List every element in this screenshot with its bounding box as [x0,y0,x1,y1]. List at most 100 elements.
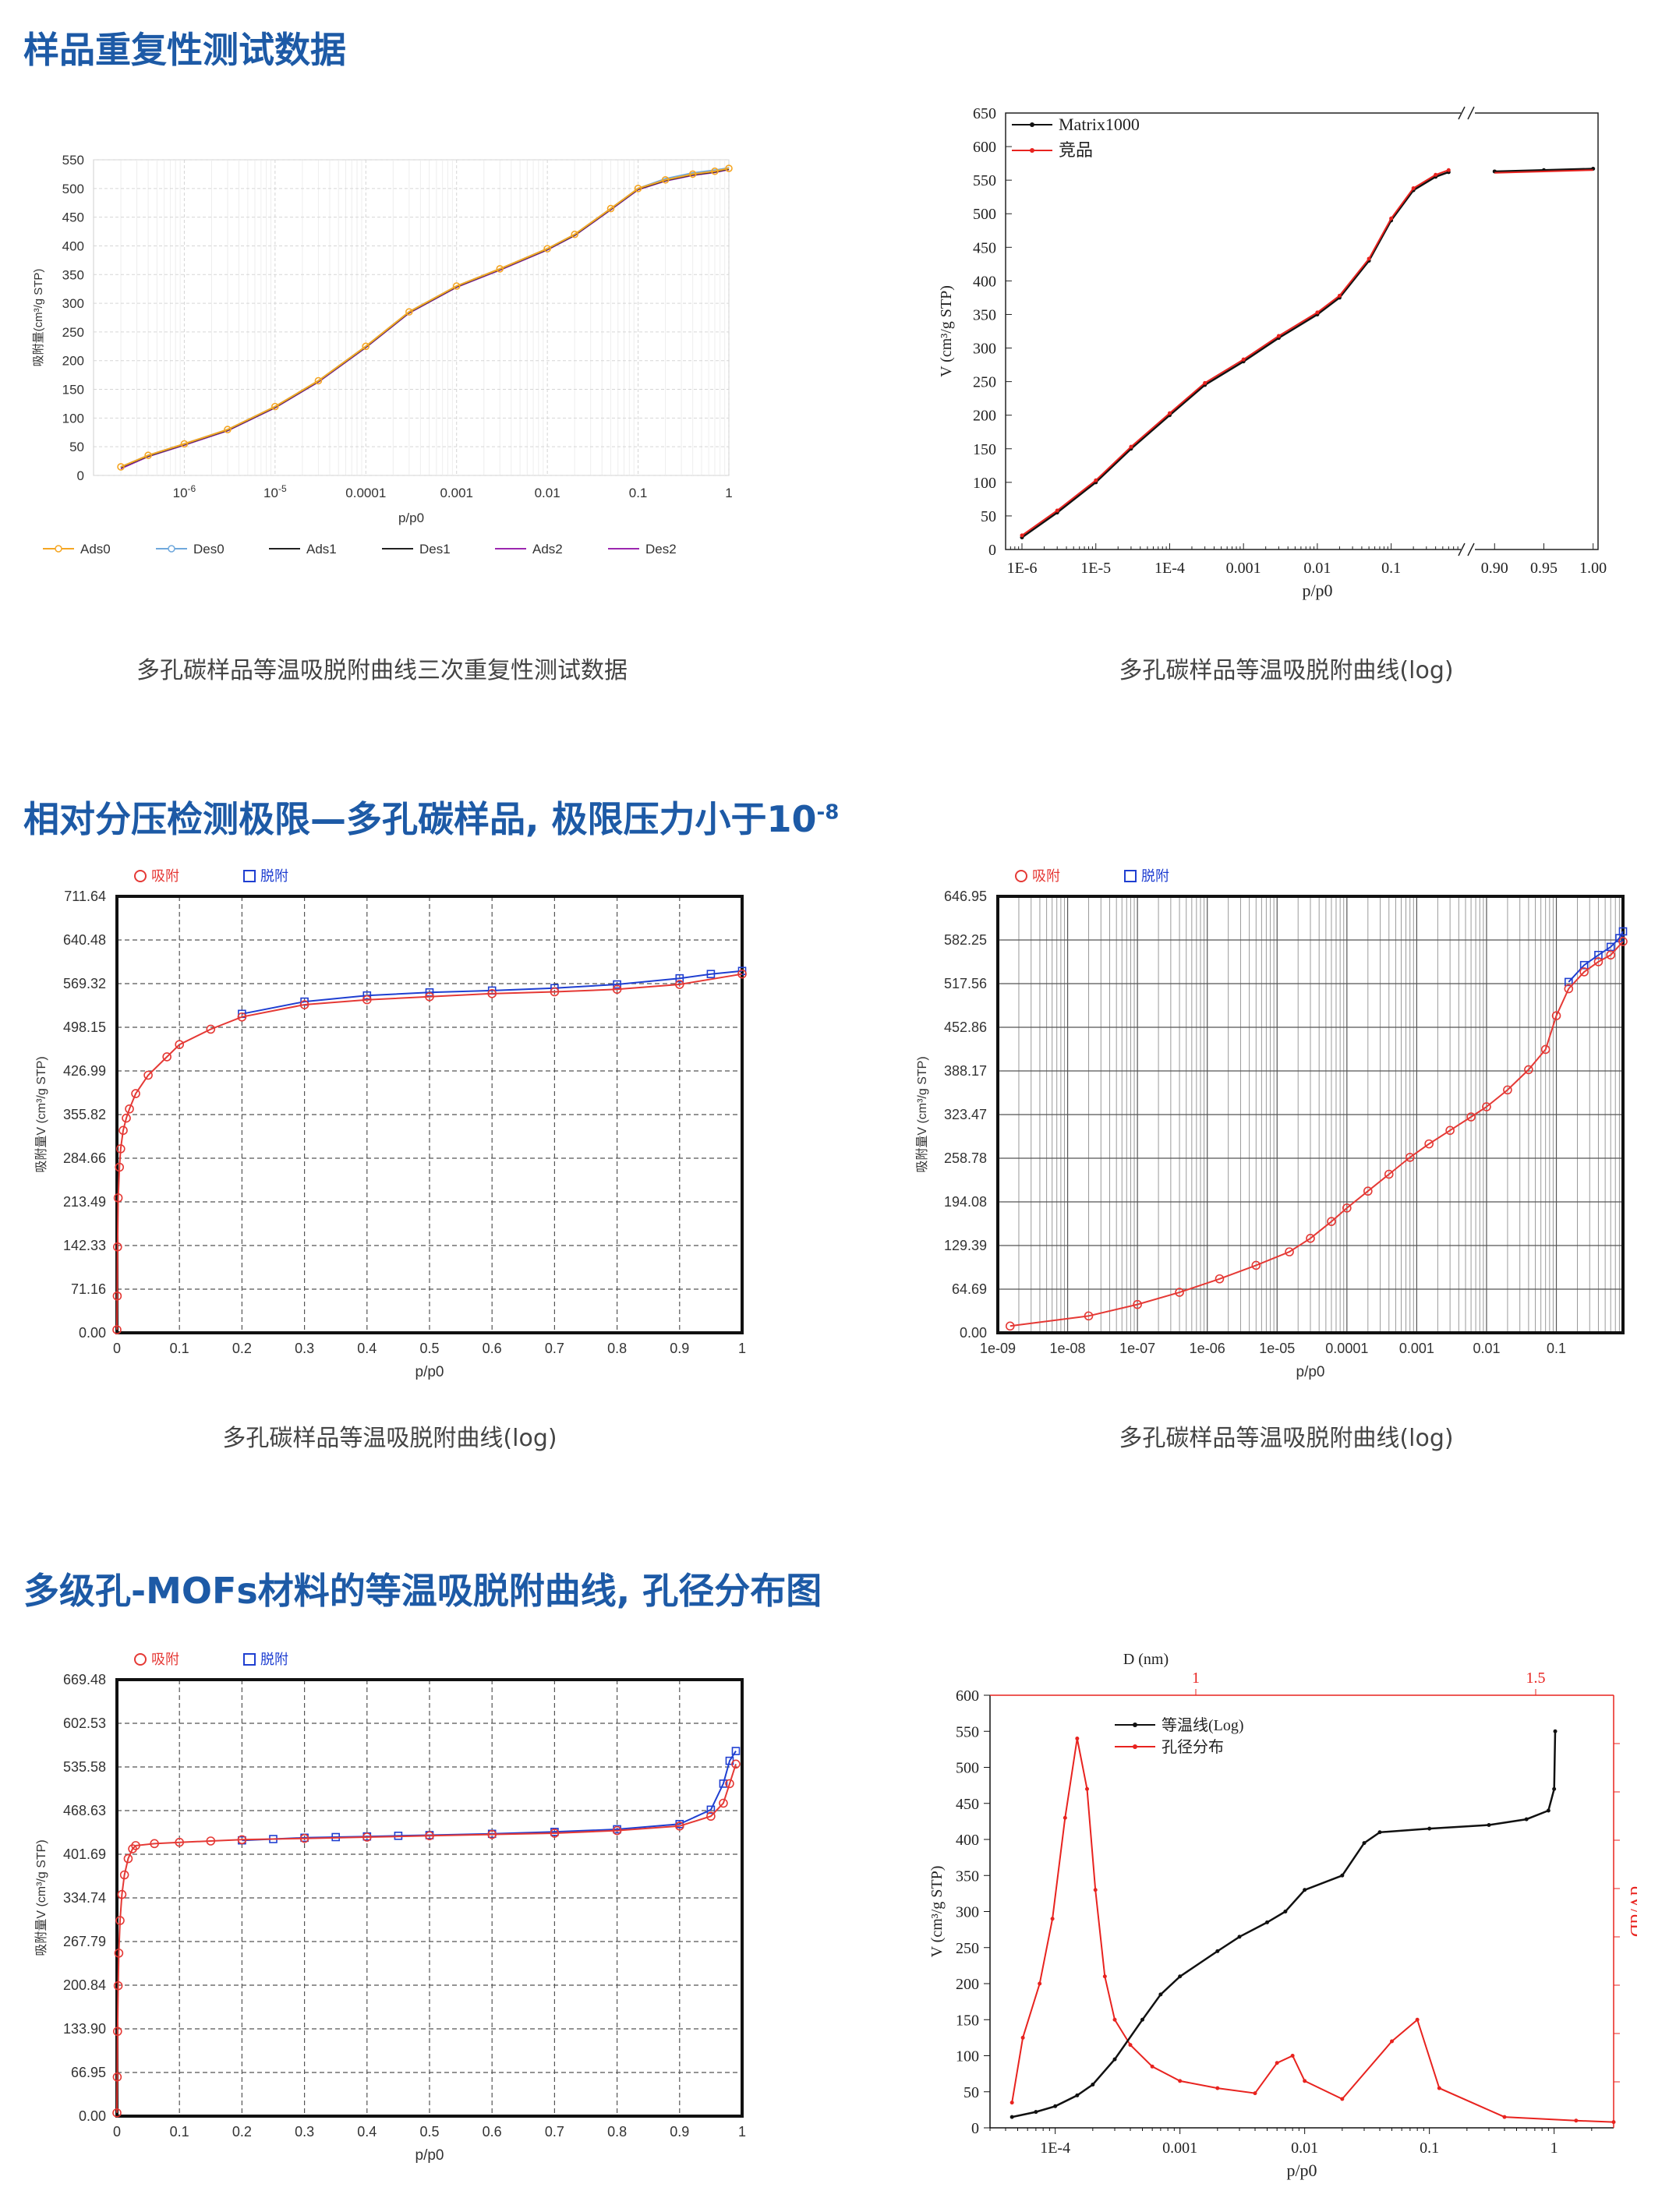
y-tick-label: 200 [956,1976,979,1993]
series-pore-distribution-point [1437,2086,1441,2090]
x-tick-label: 1 [738,1341,746,1356]
series-adsorption-point [725,1779,734,1789]
x-tick-label: 0.6 [483,1341,502,1356]
y-tick-label: 640.48 [63,932,106,948]
series-desorption-line [242,970,743,1015]
x-tick-label: 1e-07 [1119,1341,1155,1356]
series-competitor-point [1094,478,1098,482]
y-tick-label: 100 [973,475,996,492]
series-pore-distribution-point [1215,2086,1220,2090]
y-tick-label: 133.90 [63,2021,106,2037]
x-tick-label: 1E-4 [1040,2140,1070,2157]
series-isotherm-point [1377,1830,1382,1835]
y-axis-title: 吸附量(cm³/g STP) [32,269,45,367]
x-tick-label: 0.01 [535,486,560,500]
x2-tick-label: 1 [1192,1670,1200,1687]
series-competitor-point [1315,310,1320,315]
axis-break-mask-bottom [1461,545,1475,554]
section-title-repeatability: 样品重复性测试数据 [23,29,346,71]
series-adsorption-point [719,1798,728,1808]
plot-frame [1005,112,1599,550]
x-tick-label: 0.01 [1291,2140,1318,2157]
x-tick-label: 1.00 [1579,560,1607,577]
section-title-detection-limit: 相对分压检测极限—多孔碳样品, 极限压力小于10-8 [23,798,840,840]
series-adsorption-point [175,1837,184,1847]
x-tick-label: 0.90 [1481,560,1508,577]
series-adsorption-point [113,2026,122,2037]
series-competitor-point [1411,186,1416,190]
y-tick-label: 450 [62,210,84,225]
y-tick-label: 250 [956,1940,979,1957]
x-axis-title: p/p0 [398,511,424,525]
series-isotherm-point [1552,1786,1557,1791]
y-tick-label: 0.00 [79,2108,106,2124]
legend-marker [134,870,147,882]
series-competitor-point [1367,256,1371,261]
x-tick-label: 0.01 [1473,1341,1500,1356]
chart-repeatability: 10-6 10-5 0.0001 0.001 0.01 0.1 1 0 50 100 150 200 2… [32,153,733,557]
series-adsorption-point [113,1193,123,1203]
y-tick-label: 142.33 [63,1238,106,1253]
series-adsorption-point [1564,984,1574,994]
series-desorption-point [675,973,684,983]
series-adsorption-point [1466,1112,1476,1122]
legend-label: Des2 [645,542,677,557]
x-tick-label: 0.1 [1547,1341,1566,1356]
series-isotherm-point [1009,2115,1014,2119]
series-isotherm-point [1034,2110,1038,2115]
legend-marker [243,1653,256,1666]
legend-marker [1124,870,1137,882]
y-tick-label: 450 [956,1796,979,1813]
series-desorption-point [706,1805,716,1814]
caption-comparison: 多孔碳样品等温吸脱附曲线(log) [1119,657,1454,684]
y-tick-label: 250 [62,325,84,340]
x-tick-label: 1e-06 [1190,1341,1225,1356]
series-adsorption-point [1405,1153,1415,1162]
legend-label: 吸附 [1032,868,1060,884]
series-desorption-point [1579,960,1589,970]
series-ads0-point [452,282,461,290]
series-adsorption-point [731,1759,741,1769]
caption-repeatability: 多孔碳样品等温吸脱附曲线三次重复性测试数据 [136,657,628,684]
y-tick-label: 450 [973,239,996,256]
y-tick-label: 200 [973,408,996,425]
y-tick-label: 711.64 [64,889,106,904]
y-tick-label: 50 [981,508,996,525]
series-adsorption-point [1445,1125,1455,1136]
series-competitor-point [1129,444,1133,449]
series-pore-distribution-point [1275,2061,1279,2065]
series-competitor-line [1494,169,1593,174]
series-pore-distribution-point [1063,1815,1067,1820]
y-tick-label: 650 [973,105,996,122]
series-adsorption-point [425,1831,434,1841]
plot-frame [115,1678,744,2118]
series-adsorption-point [143,1070,153,1080]
legend-marker [243,870,256,882]
series-adsorption-point [487,1829,497,1839]
y-tick-label: 550 [62,153,84,168]
x-tick-label: 0.8 [607,2124,627,2140]
series-desorption-point [362,991,372,1000]
series-adsorption-point [131,1841,140,1850]
x-axis-title: p/p0 [415,2147,444,2164]
x2-tick-label: 1.5 [1526,1670,1546,1687]
x-tick-label: 0.001 [440,486,473,500]
series-adsorption-point [123,1853,133,1864]
series-pore-distribution-point [1093,1888,1098,1892]
x-tick-label: 0.5 [419,1341,439,1356]
series-adsorption-point [237,1012,247,1022]
series-adsorption-point [1306,1234,1315,1243]
series-isotherm-point [1215,1949,1220,1953]
series-competitor-point [1337,293,1342,298]
axis-break-mask-top [1461,108,1475,118]
series-adsorption-point [550,987,560,997]
series-adsorption-point [117,1889,127,1899]
x-tick-label: 0.01 [1303,560,1331,577]
y-tick-label: 646.95 [944,889,987,904]
series-ads0-point [543,245,551,253]
legend-label: Des1 [419,542,451,557]
series-ads0-point [571,230,578,239]
y-tick-label: 500 [973,206,996,223]
x-tick-label: 0.4 [357,2124,377,2140]
series-ads0-point [117,463,125,471]
